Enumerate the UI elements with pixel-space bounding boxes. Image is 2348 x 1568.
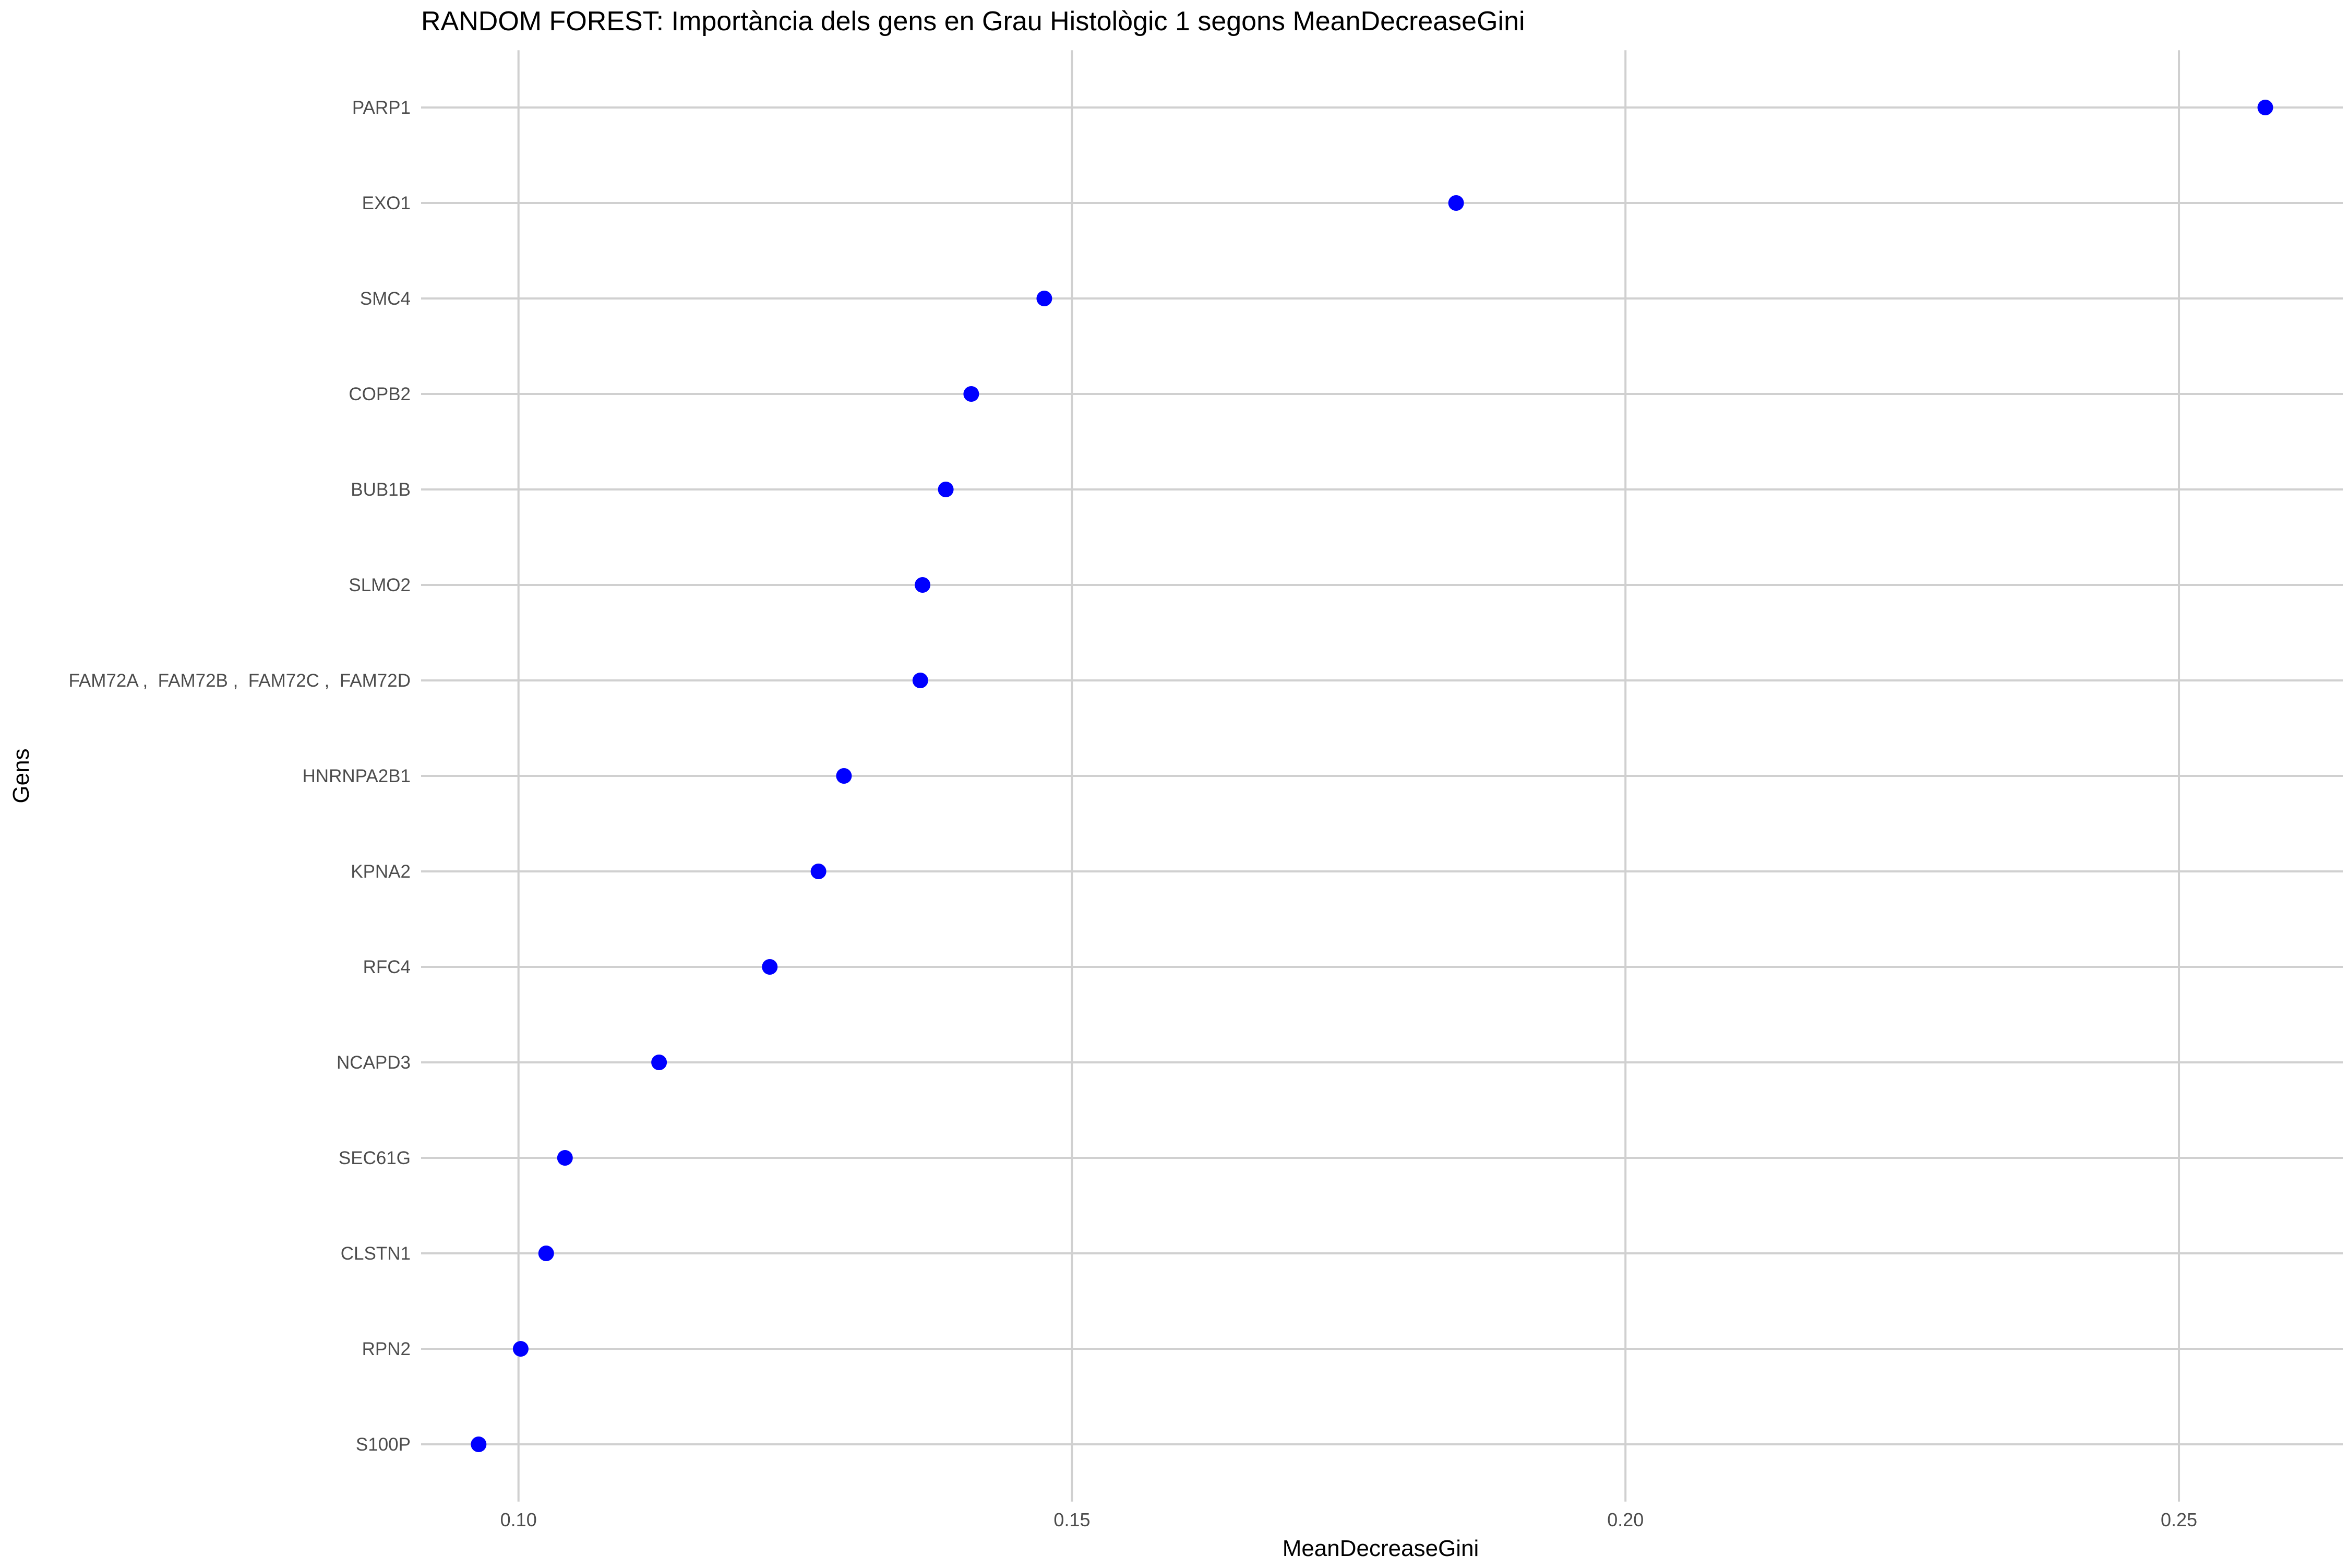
y-tick-label: KPNA2 [351, 861, 411, 882]
y-tick-label: COPB2 [349, 384, 411, 404]
data-point [2257, 100, 2273, 115]
y-tick-label: EXO1 [362, 193, 411, 213]
data-point [512, 1341, 529, 1357]
data-point [915, 577, 931, 593]
data-point [1036, 291, 1052, 306]
x-tick-label: 0.25 [2161, 1509, 2197, 1530]
data-point [963, 386, 979, 402]
y-tick-label: SMC4 [360, 289, 411, 309]
y-tick-label: HNRNPA2B1 [303, 766, 411, 786]
y-tick-label: FAM72A , FAM72B , FAM72C , FAM72D [68, 671, 411, 691]
data-point [471, 1437, 487, 1452]
y-tick-label: SLMO2 [349, 575, 411, 595]
y-tick-label: BUB1B [351, 480, 411, 500]
labels-layer: 0.10 0.15 0.20 0.25 PARP1 EXO1 SMC4 COPB2 BUB1B S… [68, 98, 2197, 1530]
y-axis-title: Gens [8, 748, 34, 803]
data-point [651, 1055, 667, 1070]
grid-layer [421, 50, 2343, 1502]
data-point [810, 864, 826, 879]
data-point [538, 1246, 554, 1261]
data-point [912, 673, 928, 688]
data-point [557, 1150, 573, 1166]
points-layer [471, 100, 2273, 1452]
y-tick-label: NCAPD3 [337, 1052, 411, 1073]
x-axis-title: MeanDecreaseGini [1283, 1536, 1479, 1561]
y-tick-label: PARP1 [352, 98, 411, 118]
y-tick-label: S100P [356, 1434, 411, 1455]
data-point [836, 768, 852, 784]
data-point [762, 959, 778, 975]
x-tick-label: 0.20 [1607, 1509, 1644, 1530]
x-tick-label: 0.15 [1053, 1509, 1090, 1530]
y-tick-label: RFC4 [363, 957, 411, 977]
x-tick-label: 0.10 [500, 1509, 537, 1530]
data-point [938, 482, 954, 497]
data-point [1448, 195, 1464, 211]
chart-title: RANDOM FOREST: Importància dels gens en … [421, 6, 1525, 37]
y-tick-label: CLSTN1 [341, 1243, 411, 1264]
y-tick-label: RPN2 [362, 1339, 411, 1359]
y-tick-label: SEC61G [339, 1148, 411, 1168]
